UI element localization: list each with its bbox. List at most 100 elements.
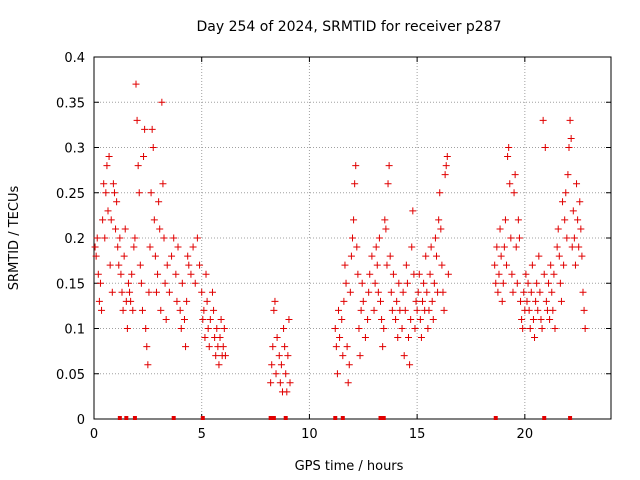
data-point xyxy=(173,297,181,305)
data-point xyxy=(569,207,577,215)
data-point xyxy=(170,234,178,242)
data-point xyxy=(217,315,225,323)
data-point xyxy=(388,306,396,314)
chart-title: Day 254 of 2024, SRMTID for receiver p28… xyxy=(196,19,501,35)
data-point xyxy=(539,116,547,124)
data-point xyxy=(359,297,367,305)
data-point xyxy=(178,279,186,287)
data-point xyxy=(151,252,159,260)
data-point xyxy=(416,315,424,323)
data-point xyxy=(509,288,517,296)
data-point xyxy=(339,352,347,360)
data-point xyxy=(431,234,439,242)
data-point xyxy=(419,297,427,305)
data-point xyxy=(161,279,169,287)
data-point xyxy=(149,144,157,151)
data-point xyxy=(508,270,516,278)
data-point xyxy=(503,261,511,269)
data-point xyxy=(520,288,528,296)
y-tick-label: 0 xyxy=(77,413,85,428)
data-point xyxy=(550,270,558,278)
data-point xyxy=(433,252,441,260)
data-point xyxy=(413,306,421,314)
data-point xyxy=(172,270,180,278)
data-point xyxy=(373,261,381,269)
data-point xyxy=(120,252,128,260)
data-point xyxy=(568,243,576,251)
data-point xyxy=(358,279,366,287)
data-point xyxy=(285,315,293,323)
data-point xyxy=(220,325,228,332)
data-point xyxy=(381,216,389,224)
data-point xyxy=(108,288,116,296)
data-point xyxy=(193,234,201,242)
data-point xyxy=(357,306,365,314)
data-point xyxy=(276,379,284,387)
zero-marker xyxy=(268,416,273,420)
data-point xyxy=(351,180,359,188)
data-point xyxy=(505,144,513,151)
data-point xyxy=(106,261,114,269)
data-point xyxy=(129,306,137,314)
data-point xyxy=(430,279,438,287)
data-point xyxy=(174,243,182,251)
data-point xyxy=(420,279,428,287)
data-point xyxy=(127,297,135,305)
data-point xyxy=(143,343,151,351)
data-point xyxy=(157,306,165,314)
data-point xyxy=(506,180,514,188)
data-point xyxy=(145,288,153,296)
data-point xyxy=(529,315,537,323)
data-point xyxy=(147,189,155,197)
data-point xyxy=(437,225,445,233)
data-point xyxy=(345,361,353,369)
data-point xyxy=(148,125,156,133)
data-point xyxy=(389,270,397,278)
data-point xyxy=(545,279,553,287)
data-point xyxy=(155,198,163,206)
data-point xyxy=(100,180,108,188)
data-point xyxy=(131,234,139,242)
y-tick-label: 0.15 xyxy=(56,277,85,292)
data-point xyxy=(132,80,140,88)
data-point xyxy=(512,243,520,251)
data-point xyxy=(355,325,363,332)
data-point xyxy=(271,297,279,305)
data-point xyxy=(364,315,372,323)
data-point xyxy=(163,261,171,269)
data-point xyxy=(542,297,550,305)
data-point xyxy=(183,297,191,305)
data-point xyxy=(440,306,448,314)
data-point xyxy=(350,216,358,224)
data-point xyxy=(114,243,122,251)
data-point xyxy=(199,315,207,323)
data-point xyxy=(499,279,507,287)
x-tick-label: 20 xyxy=(517,427,534,442)
data-point xyxy=(498,297,506,305)
data-point xyxy=(134,162,142,170)
data-point xyxy=(162,315,170,323)
data-point xyxy=(280,325,288,332)
data-point xyxy=(408,243,416,251)
data-point xyxy=(415,270,423,278)
data-point xyxy=(165,288,173,296)
data-point xyxy=(518,315,526,323)
zero-marker xyxy=(132,416,137,420)
data-point xyxy=(128,270,136,278)
data-point xyxy=(562,189,570,197)
data-point xyxy=(496,225,504,233)
zero-marker xyxy=(124,416,129,420)
data-point xyxy=(370,306,378,314)
zero-markers xyxy=(117,416,573,420)
data-point xyxy=(187,270,195,278)
data-point xyxy=(411,325,419,332)
data-point xyxy=(95,297,103,305)
zero-marker xyxy=(568,416,573,420)
zero-marker xyxy=(381,416,386,420)
data-point xyxy=(429,315,437,323)
data-point xyxy=(338,315,346,323)
data-point xyxy=(495,270,503,278)
data-point xyxy=(346,288,354,296)
data-point xyxy=(564,171,572,179)
